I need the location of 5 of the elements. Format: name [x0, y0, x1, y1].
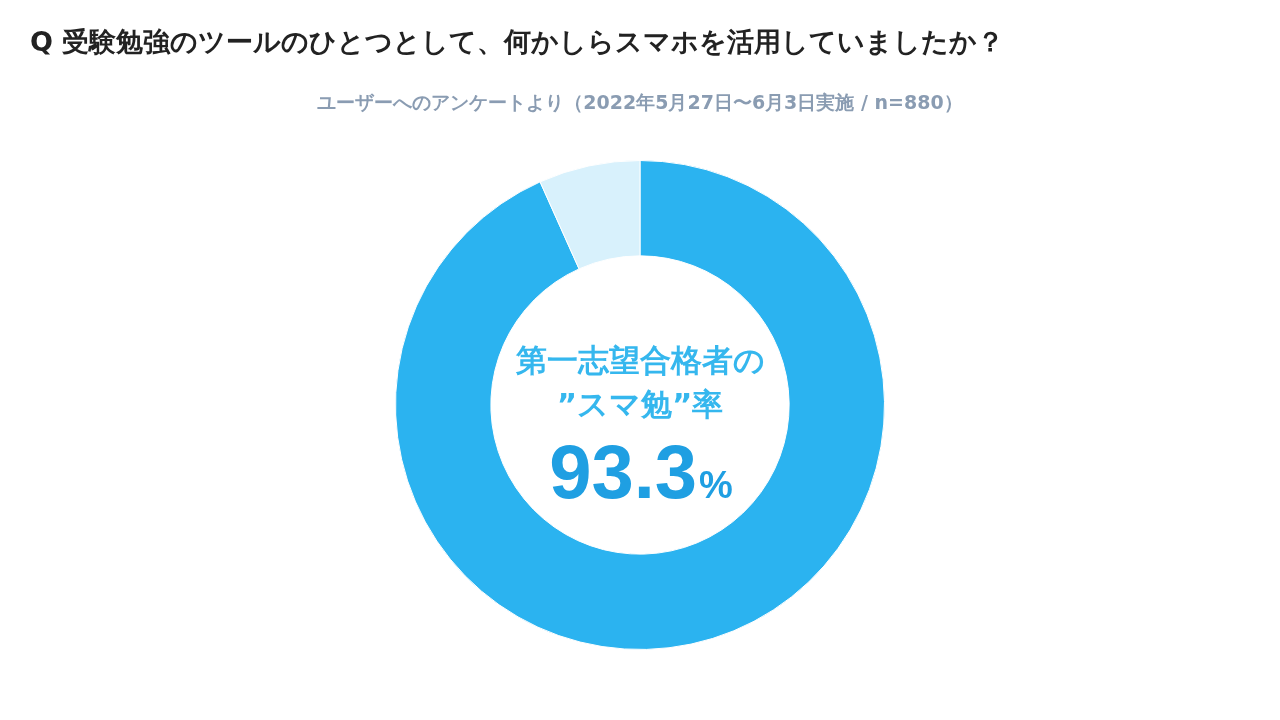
text: ”スマ勉”率 — [555, 385, 725, 424]
chart-subtitle: ユーザーへのアンケートより（2022年5月27日〜6月3日実施 / n=880） — [316, 90, 964, 115]
data-label: 93.3% — [549, 429, 733, 514]
text: 第一志望合格者の — [514, 341, 766, 380]
chart-title: Q 受験勉強のツールのひとつとして、何かしらスマホを活用していましたか？ — [30, 25, 1005, 59]
